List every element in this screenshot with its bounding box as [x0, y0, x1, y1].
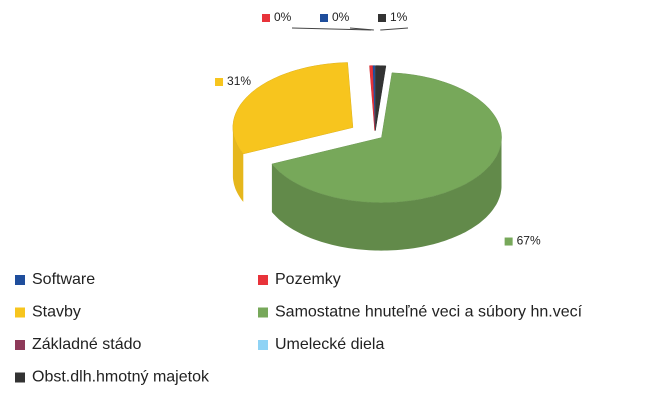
leader-line — [291, 27, 372, 31]
value-label-marker — [320, 14, 328, 22]
legend-marker — [15, 340, 25, 350]
value-label: 67% — [517, 234, 541, 248]
legend-marker — [258, 340, 268, 350]
legend-label: Pozemky — [275, 271, 341, 288]
legend-marker — [258, 275, 268, 285]
pie-slice — [369, 65, 375, 131]
legend-label: Software — [32, 271, 95, 288]
value-label-marker — [504, 237, 513, 246]
legend-marker — [258, 307, 268, 318]
value-label-marker — [215, 78, 224, 87]
value-label: 31% — [227, 74, 251, 88]
legend-label: Samostatne hnuteľné veci a súbory hn.vec… — [275, 304, 583, 321]
leader-line — [349, 27, 374, 31]
legend-marker — [15, 275, 25, 285]
value-label: 0% — [332, 10, 350, 24]
pie-slice-side — [232, 127, 244, 202]
legend-label: Obst.dlh.hmotný majetok — [32, 369, 210, 386]
legend-marker — [15, 307, 25, 318]
legend-label: Základné stádo — [32, 336, 142, 353]
legend-label: Stavby — [32, 304, 81, 321]
pie-slice — [375, 65, 387, 131]
pie-slice — [271, 72, 502, 203]
value-label-marker — [378, 14, 386, 22]
pie-slice — [232, 62, 354, 155]
legend-label: Umelecké diela — [275, 336, 384, 353]
value-label: 1% — [390, 10, 408, 24]
value-label-marker — [262, 14, 270, 22]
pie-slice-side — [271, 137, 502, 251]
leader-line — [380, 27, 409, 31]
legend-marker — [15, 372, 25, 383]
value-label: 0% — [274, 10, 292, 24]
